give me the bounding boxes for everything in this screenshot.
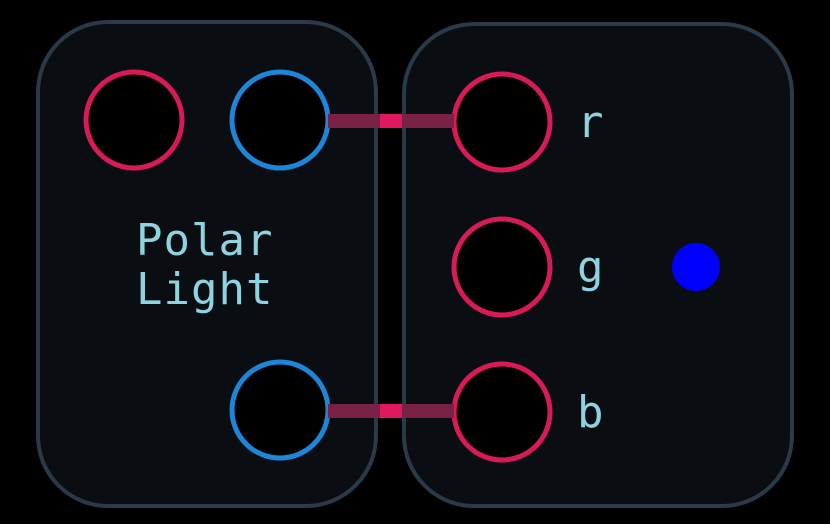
- input-port-g[interactable]: [451, 216, 553, 318]
- patch-cable-1-right: [402, 114, 454, 128]
- patch-cable-2-left: [328, 404, 380, 418]
- input-port-1[interactable]: [83, 69, 185, 171]
- patch-cable-1[interactable]: [328, 114, 454, 128]
- status-dot-icon: [672, 243, 720, 291]
- patch-cable-2-mid: [380, 404, 402, 418]
- port-label-r: r: [577, 97, 605, 148]
- port-label-b: b: [577, 387, 605, 438]
- output-port-1[interactable]: [229, 69, 331, 171]
- patch-cable-1-left: [328, 114, 380, 128]
- output-port-2[interactable]: [229, 359, 331, 461]
- patch-cable-2[interactable]: [328, 404, 454, 418]
- module-title-line2: Light: [136, 264, 273, 315]
- module-rgb[interactable]: r g b: [402, 22, 794, 508]
- module-polar-light[interactable]: Polar Light: [36, 20, 378, 508]
- patch-cable-1-mid: [380, 114, 402, 128]
- input-port-r[interactable]: [451, 71, 553, 173]
- input-port-b[interactable]: [451, 361, 553, 463]
- module-title-line1: Polar: [136, 215, 273, 266]
- port-label-g: g: [577, 242, 605, 293]
- patch-cable-2-right: [402, 404, 454, 418]
